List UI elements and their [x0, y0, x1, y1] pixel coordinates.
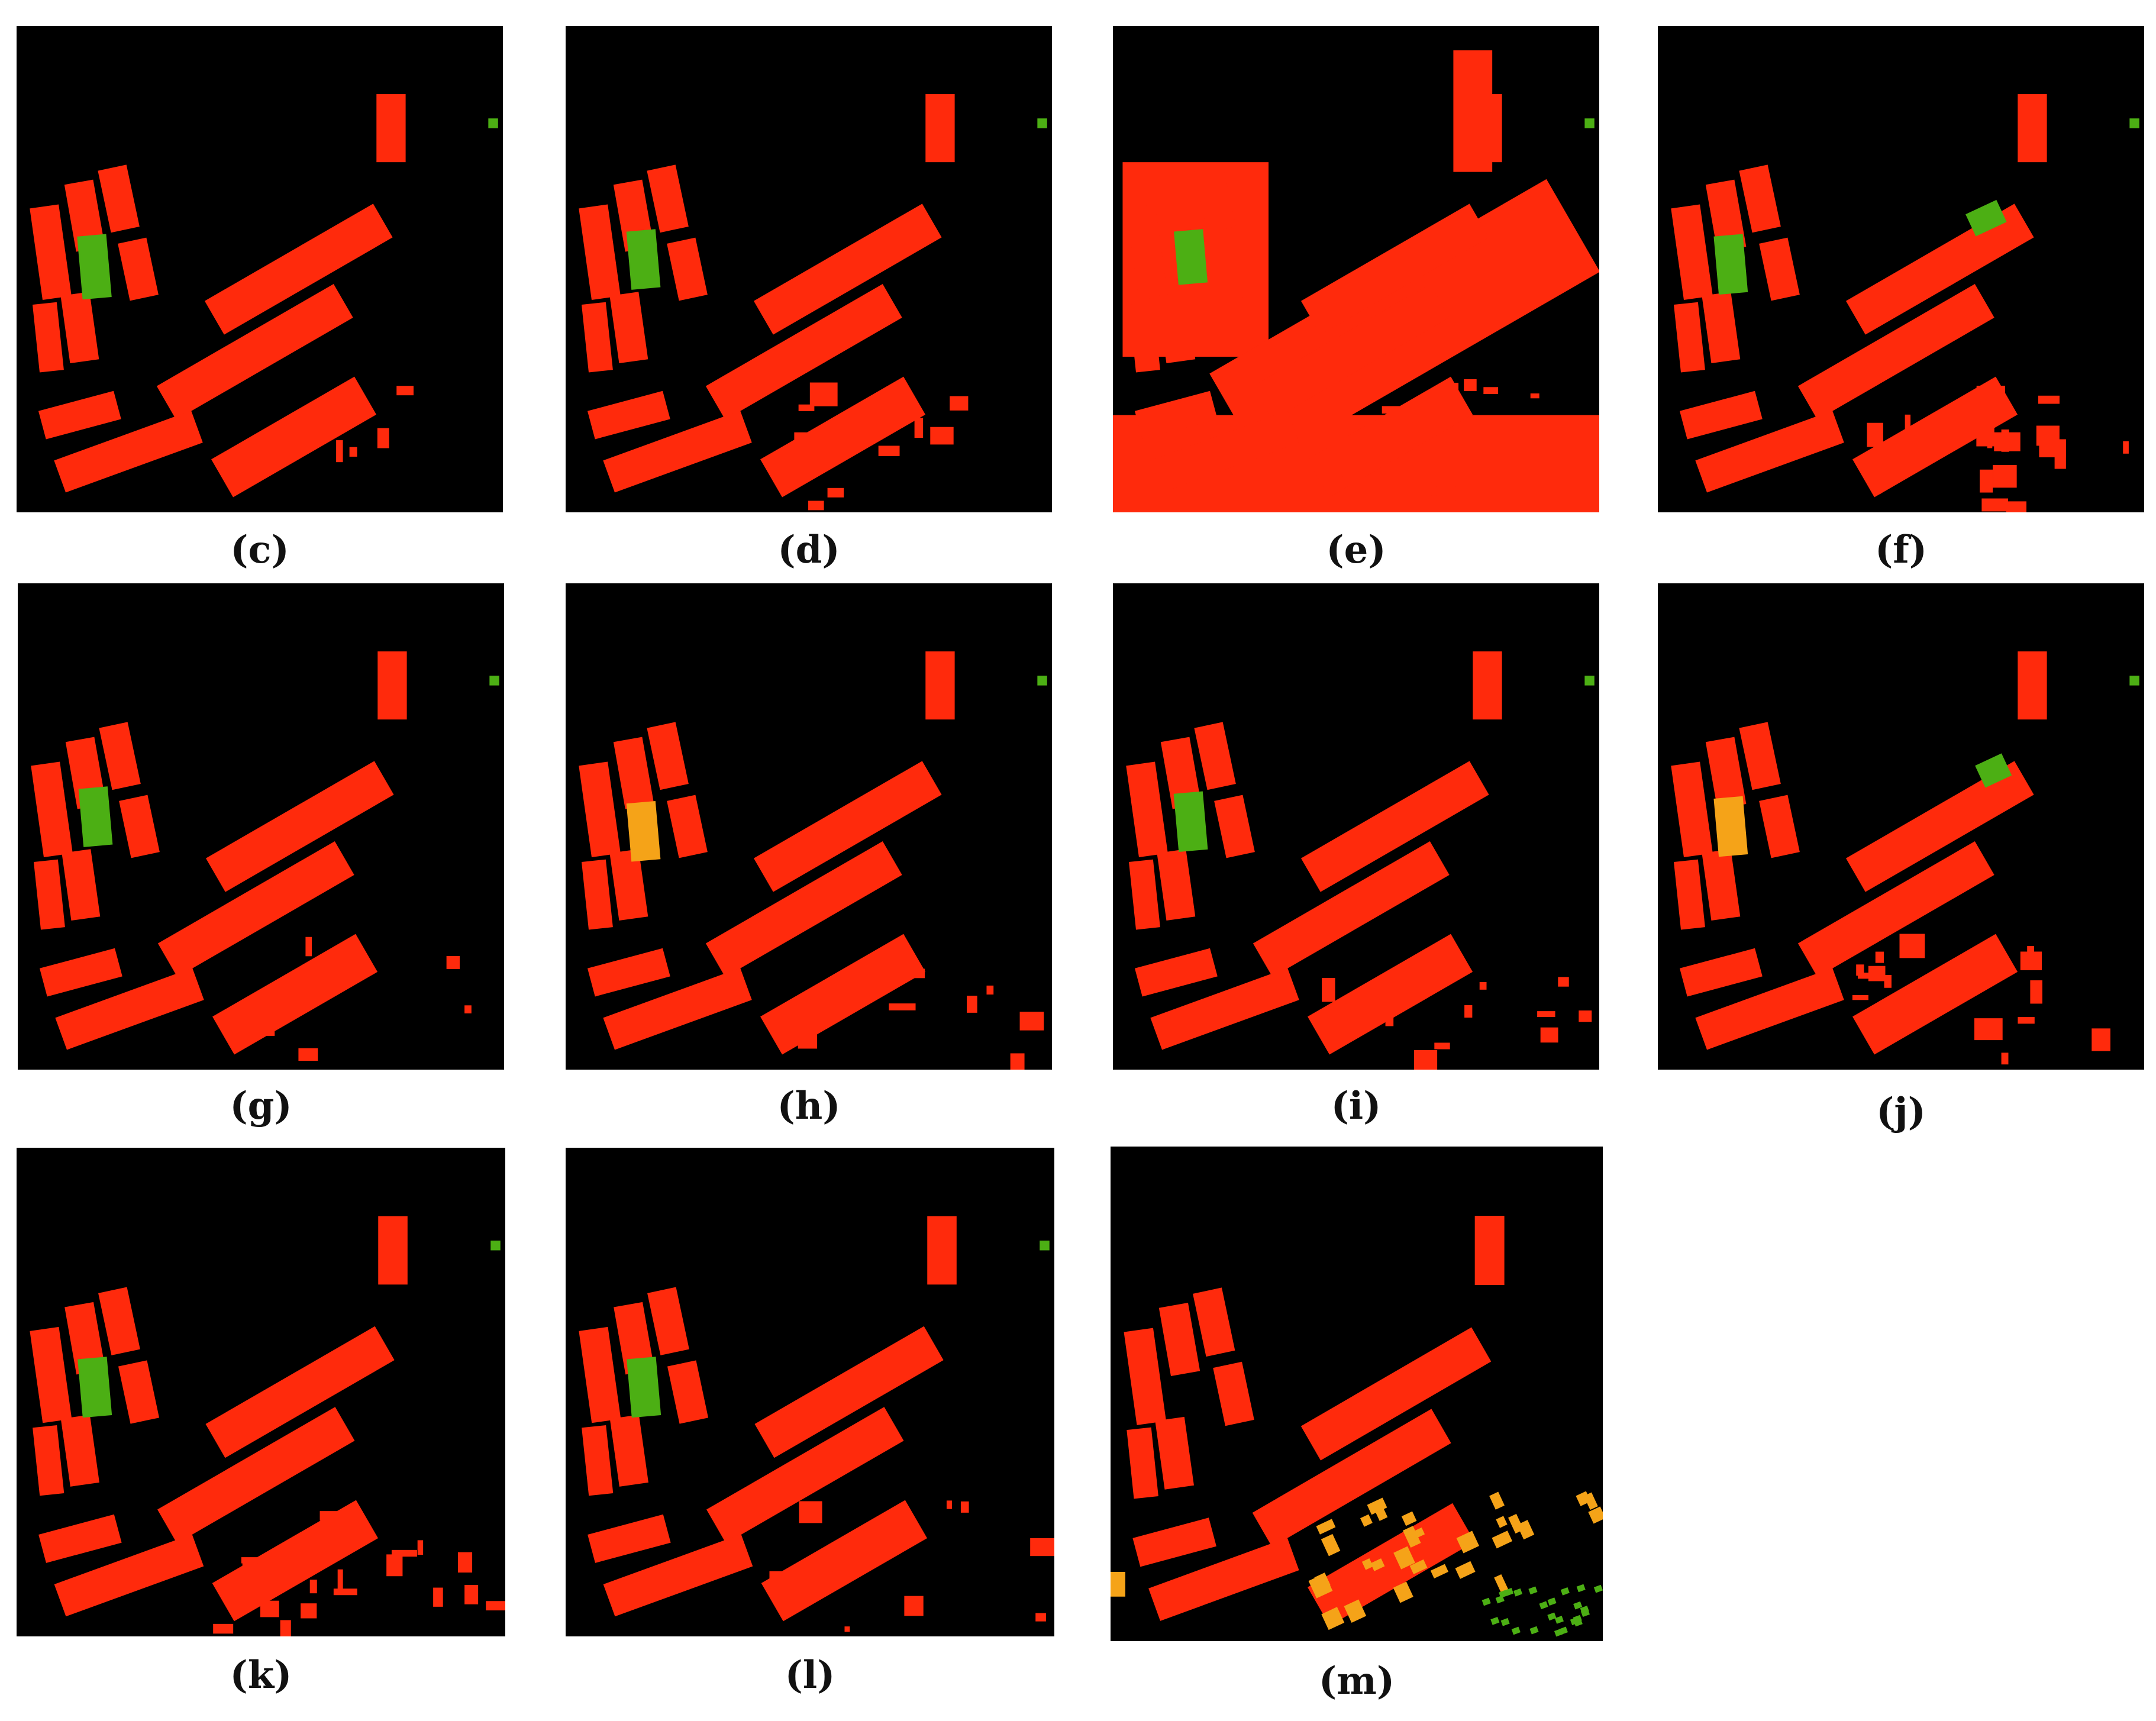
panel-caption-k: (k): [230, 1653, 292, 1697]
segmentation-canvas-k: [30, 1216, 505, 1636]
segmentation-map-c: [17, 26, 503, 512]
segmentation-canvas-f: [1671, 94, 2139, 512]
panel-caption-f: (f): [1874, 528, 1928, 572]
segmentation-map-m: [1111, 1147, 1603, 1641]
panel-caption-g: (g): [230, 1084, 292, 1128]
panel-caption-h: (h): [777, 1084, 841, 1128]
segmentation-map-d: [566, 26, 1052, 512]
segmentation-canvas-j: [1671, 651, 2139, 1065]
segmentation-canvas-c: [30, 94, 498, 498]
panel-caption-m: (m): [1318, 1659, 1395, 1703]
segmentation-map-f: [1658, 26, 2144, 512]
segmentation-canvas-i: [1126, 651, 1595, 1070]
panel-caption-c: (c): [230, 528, 289, 572]
segmentation-map-e: [1113, 26, 1599, 512]
segmentation-map-l: [566, 1148, 1054, 1636]
segmentation-canvas-e: [1113, 50, 1599, 512]
panel-caption-i: (i): [1331, 1084, 1382, 1128]
panel-caption-l: (l): [785, 1653, 835, 1697]
segmentation-canvas-l: [579, 1216, 1054, 1632]
panel-caption-d: (d): [777, 528, 840, 572]
segmentation-map-k: [17, 1148, 505, 1636]
panel-caption-j: (j): [1876, 1090, 1926, 1134]
segmentation-canvas-h: [579, 651, 1047, 1070]
panel-caption-e: (e): [1326, 528, 1386, 572]
segmentation-canvas-d: [579, 94, 1047, 511]
segmentation-map-i: [1113, 583, 1599, 1070]
segmentation-map-g: [18, 583, 504, 1070]
segmentation-canvas-m: [1111, 1216, 1603, 1637]
segmentation-map-j: [1658, 583, 2144, 1070]
segmentation-map-h: [566, 583, 1052, 1070]
segmentation-canvas-g: [31, 651, 499, 1061]
